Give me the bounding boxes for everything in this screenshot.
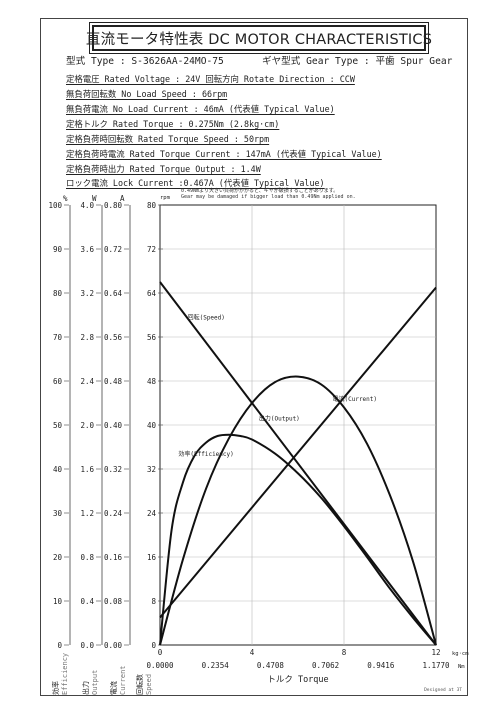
torque-nm-tick-label: 0.2354: [202, 661, 230, 670]
designer-credit: Designed at 3T: [424, 688, 462, 693]
torque-kgcm-tick-label: 12: [431, 648, 440, 657]
sheet-title: 直流モータ特性表 DC MOTOR CHARACTERISTICS: [86, 22, 432, 54]
efficiency-tick-label: 20: [53, 553, 63, 562]
series-line: [159, 281, 437, 646]
series-label: 出力(Output): [259, 415, 300, 423]
current-tick-label: 0.32: [104, 465, 122, 474]
current-tick-label: 0.00: [104, 641, 123, 650]
spec-rated-torque-current: 定格負荷時電流 Rated Torque Current : 147mA (代表…: [66, 149, 382, 159]
speed-tick-label: 40: [147, 421, 157, 430]
series-line: [159, 375, 437, 646]
series-label: 効率(Efficiency): [178, 450, 233, 458]
current-tick-label: 0.48: [104, 377, 123, 386]
output-tick-label: 3.2: [80, 289, 94, 298]
warning-english: Gear may be damaged if bigger load than …: [181, 194, 356, 200]
efficiency-axis-title: 効率Efficiency: [51, 653, 69, 695]
speed-unit: rpm: [160, 195, 171, 201]
current-axis-title: 電流Current: [109, 665, 127, 695]
efficiency-unit: %: [63, 194, 68, 203]
output-tick-label: 0.8: [80, 553, 94, 562]
spec-lock-current: ロック電流 Lock Current :0.467A (代表値 Typical …: [66, 178, 325, 188]
torque-nm-tick-label: 1.1770: [422, 661, 450, 670]
torque-kgcm-tick-label: 8: [342, 648, 347, 657]
spec-rated-torque: 定格トルク Rated Torque : 0.275Nm (2.8kg·cm): [66, 119, 280, 129]
output-tick-label: 0.0: [80, 641, 94, 650]
speed-tick-label: 64: [147, 289, 157, 298]
datasheet-frame: [40, 18, 468, 696]
speed-axis-title: 回転数Speed: [135, 674, 153, 695]
spec-no-load-speed: 無負荷回転数 No Load Speed : 66rpm: [66, 89, 228, 99]
efficiency-tick-label: 0: [57, 641, 62, 650]
efficiency-tick-label: 80: [53, 289, 63, 298]
efficiency-tick-label: 40: [53, 465, 63, 474]
output-tick-label: 2.8: [80, 333, 94, 342]
efficiency-tick-label: 100: [48, 201, 62, 210]
current-tick-label: 0.08: [104, 597, 123, 606]
output-tick-label: 0.4: [80, 597, 94, 606]
output-tick-label: 4.0: [80, 201, 94, 210]
speed-tick-label: 16: [147, 553, 157, 562]
output-tick-label: 1.6: [80, 465, 94, 474]
series-label: 回転(Speed): [188, 313, 225, 321]
output-unit: W: [92, 194, 97, 203]
torque-kgcm-tick-label: 4: [250, 648, 255, 657]
efficiency-tick-label: 30: [53, 509, 63, 518]
spec-rated-voltage: 定格電圧 Rated Voltage : 24V 回転方向 Rotate Dir…: [66, 74, 355, 84]
output-tick-label: 3.6: [80, 245, 94, 254]
speed-tick-label: 8: [151, 597, 156, 606]
gear-type: ギヤ型式 Gear Type : 平歯 Spur Gear: [262, 56, 453, 67]
current-tick-label: 0.24: [104, 509, 123, 518]
current-tick-label: 0.56: [104, 333, 123, 342]
speed-tick-label: 80: [147, 201, 157, 210]
output-tick-label: 1.2: [80, 509, 94, 518]
torque-kgcm-tick-label: 0: [158, 648, 163, 657]
efficiency-tick-label: 90: [53, 245, 63, 254]
torque-nm-tick-label: 0.0000: [146, 661, 174, 670]
spec-rated-torque-speed: 定格負荷時回転数 Rated Torque Speed : 50rpm: [66, 134, 270, 144]
speed-tick-label: 32: [147, 465, 156, 474]
output-tick-label: 2.4: [80, 377, 94, 386]
output-axis-title: 出力Output: [81, 670, 99, 695]
output-tick-label: 2.0: [80, 421, 94, 430]
torque-nm-unit: Nm: [458, 664, 465, 670]
current-tick-label: 0.72: [104, 245, 122, 254]
series-line: [159, 433, 437, 646]
model-type: 型式 Type : S-3626AA-24MO-75: [66, 56, 224, 67]
series-label: 電流(Current): [333, 395, 378, 403]
efficiency-tick-label: 60: [53, 377, 63, 386]
torque-axis-title: トルク Torque: [267, 675, 328, 685]
warning-japanese: 0.49Nmより大きい負荷がかかると、ギヤが破損することがあります。: [181, 188, 339, 194]
efficiency-tick-label: 10: [53, 597, 63, 606]
current-unit: A: [120, 194, 125, 203]
current-tick-label: 0.80: [104, 201, 123, 210]
speed-tick-label: 24: [147, 509, 157, 518]
series-line: [159, 286, 437, 619]
current-tick-label: 0.40: [104, 421, 123, 430]
efficiency-tick-label: 50: [53, 421, 63, 430]
speed-tick-label: 56: [147, 333, 157, 342]
torque-nm-tick-label: 0.4708: [257, 661, 285, 670]
speed-tick-label: 0: [151, 641, 156, 650]
speed-tick-label: 48: [147, 377, 157, 386]
current-tick-label: 0.64: [104, 289, 123, 298]
speed-tick-label: 72: [147, 245, 156, 254]
spec-no-load-current: 無負荷電流 No Load Current : 46mA (代表値 Typica…: [66, 104, 335, 114]
torque-nm-tick-label: 0.9416: [367, 661, 395, 670]
torque-nm-tick-label: 0.7062: [312, 661, 339, 670]
current-tick-label: 0.16: [104, 553, 123, 562]
spec-rated-torque-output: 定格負荷時出力 Rated Torque Output : 1.4W: [66, 164, 261, 174]
torque-kgcm-unit: kg·cm: [452, 651, 469, 657]
efficiency-tick-label: 70: [53, 333, 63, 342]
